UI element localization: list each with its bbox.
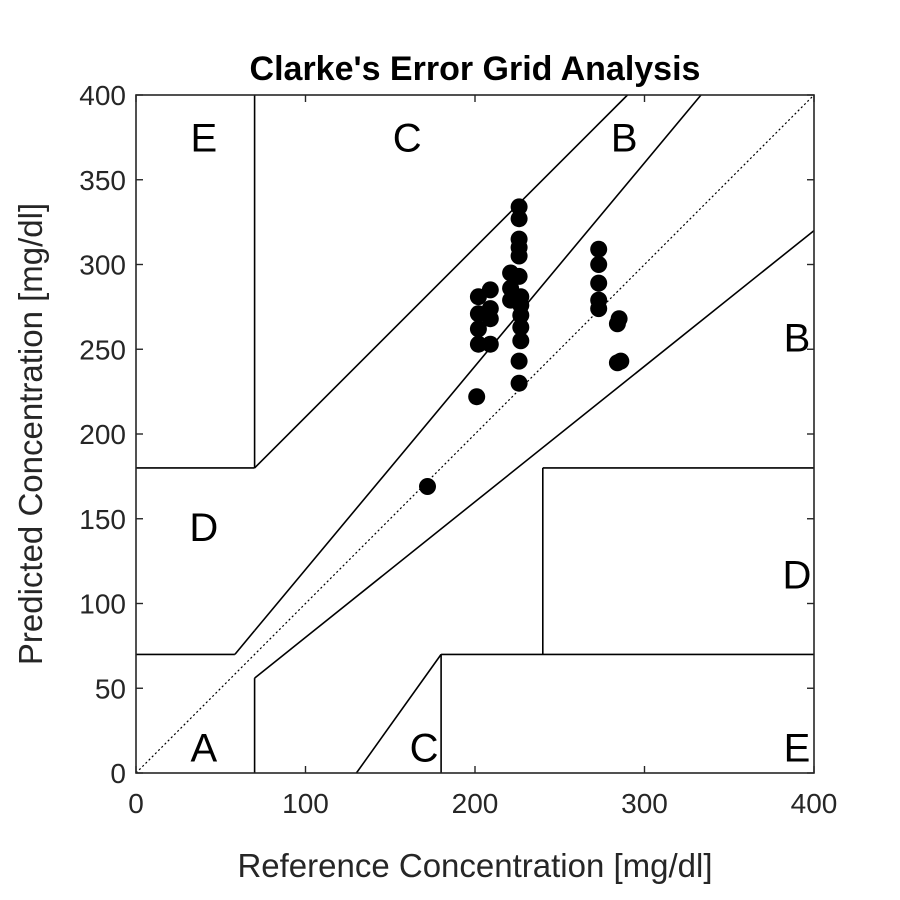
zone-boundary-line <box>254 94 629 469</box>
data-point <box>510 374 528 392</box>
data-point <box>469 335 487 353</box>
data-point <box>612 352 630 370</box>
zone-label: B <box>611 116 638 160</box>
zone-label: B <box>784 316 811 360</box>
data-point <box>510 230 528 248</box>
x-tick-label: 0 <box>128 788 144 819</box>
y-tick-label: 300 <box>79 250 126 281</box>
data-point <box>512 332 530 350</box>
data-points <box>419 198 630 495</box>
zone-label: A <box>190 727 217 771</box>
zone-label: D <box>783 554 812 598</box>
data-point <box>512 288 530 306</box>
identity-line <box>135 94 815 774</box>
data-point <box>481 300 499 318</box>
data-point <box>468 388 486 406</box>
y-tick-label: 350 <box>79 165 126 196</box>
x-tick-label: 400 <box>791 788 838 819</box>
data-point <box>610 310 628 328</box>
zone-labels: E C B B D D A C E <box>189 116 811 770</box>
y-tick-label: 150 <box>79 504 126 535</box>
y-tick-label: 400 <box>79 80 126 111</box>
data-point <box>590 240 608 258</box>
data-point <box>510 267 528 285</box>
zone-label: E <box>784 727 811 771</box>
y-tick-label: 200 <box>79 419 126 450</box>
data-point <box>481 335 499 353</box>
zone-label: E <box>190 116 217 160</box>
x-tick-label: 100 <box>282 788 329 819</box>
zone-boundary-line <box>234 630 256 655</box>
zone-boundary-line <box>253 94 702 632</box>
zone-label: C <box>410 727 439 771</box>
y-tick-label: 50 <box>95 673 126 704</box>
x-axis-label: Reference Concentration [mg/dl] <box>237 847 712 884</box>
zone-label: C <box>393 116 422 160</box>
y-tick-label: 250 <box>79 334 126 365</box>
y-axis-label: Predicted Concentration [mg/dl] <box>12 203 49 665</box>
data-point <box>481 281 499 299</box>
data-point <box>510 210 528 228</box>
zone-lines <box>136 94 815 774</box>
zone-label: D <box>189 506 218 550</box>
data-point <box>590 256 608 273</box>
data-point <box>590 291 608 309</box>
y-tick-label: 0 <box>110 758 126 789</box>
data-point <box>590 274 608 292</box>
data-point <box>512 318 530 336</box>
y-tick-label: 100 <box>79 589 126 620</box>
zone-boundary-line <box>254 229 815 679</box>
data-point <box>510 352 528 370</box>
zone-boundary-line <box>355 653 442 774</box>
data-point <box>419 478 436 495</box>
x-axis-ticks: 0 100 200 300 400 <box>128 95 837 819</box>
chart-title: Clarke's Error Grid Analysis <box>250 50 701 88</box>
x-tick-label: 200 <box>452 788 499 819</box>
data-point <box>469 320 487 338</box>
data-point <box>510 198 528 216</box>
y-axis-ticks: 0 50 100 150 200 250 300 350 400 <box>79 80 814 789</box>
x-tick-label: 300 <box>621 788 668 819</box>
